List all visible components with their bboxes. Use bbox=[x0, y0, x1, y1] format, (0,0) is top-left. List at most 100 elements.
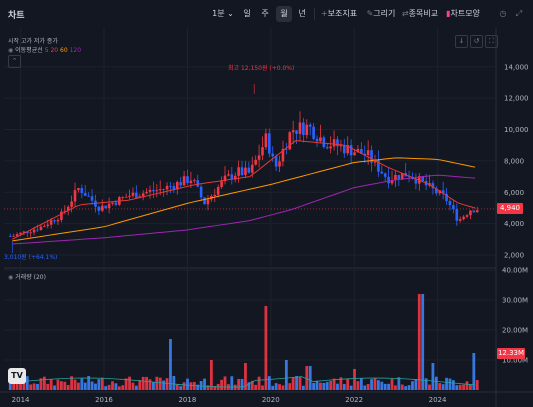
volume-bar bbox=[124, 378, 128, 390]
tab-month[interactable]: 월 bbox=[276, 6, 292, 22]
volume-bar bbox=[179, 386, 183, 390]
expand-icon[interactable]: ⤢ bbox=[515, 9, 523, 18]
candle-body bbox=[53, 220, 56, 222]
undo-icon[interactable]: ↺ bbox=[470, 35, 483, 48]
volume-bar bbox=[339, 377, 343, 390]
fullscreen-icon[interactable]: ⛶ bbox=[485, 35, 498, 48]
volume-bar bbox=[332, 378, 336, 390]
candle-body bbox=[397, 174, 401, 180]
candle-body bbox=[475, 210, 479, 213]
candle-body bbox=[322, 137, 326, 148]
volume-bar bbox=[356, 381, 360, 390]
volume-bar bbox=[189, 382, 193, 390]
volume-bar bbox=[373, 378, 377, 390]
volume-bar bbox=[141, 376, 145, 390]
volume-bar bbox=[376, 380, 380, 390]
candle-body bbox=[46, 224, 50, 227]
volume-bar bbox=[80, 378, 84, 390]
candle-body bbox=[366, 150, 370, 155]
candle-body bbox=[312, 126, 315, 139]
candle-body bbox=[19, 232, 22, 235]
volume-bar bbox=[131, 382, 135, 390]
interval-select[interactable]: 1분 ⌄ bbox=[212, 9, 234, 18]
volume-bar bbox=[267, 376, 271, 390]
volume-eye-icon[interactable]: ◉ bbox=[8, 274, 16, 281]
candle-body bbox=[148, 189, 152, 192]
volume-bar bbox=[383, 383, 387, 390]
candle-body bbox=[247, 167, 251, 173]
volume-bar bbox=[431, 363, 435, 390]
candle-body bbox=[29, 232, 33, 234]
volume-bar bbox=[148, 379, 152, 390]
volume-bar bbox=[346, 378, 350, 390]
candle-body bbox=[22, 231, 26, 233]
candle-body bbox=[346, 145, 350, 154]
candle-body bbox=[73, 190, 77, 202]
price-chart[interactable]: 2,000 4,000 6,000 8,000 10,000 12,000 14,000 10… bbox=[0, 28, 533, 407]
tab-day[interactable]: 일 bbox=[243, 9, 251, 18]
volume-bar bbox=[349, 385, 353, 390]
indicators-button[interactable]: +보조지표 bbox=[320, 9, 358, 18]
volume-bar bbox=[223, 376, 227, 390]
tab-year[interactable]: 년 bbox=[298, 9, 306, 18]
candle-body bbox=[124, 196, 128, 198]
volume-bar bbox=[295, 375, 298, 390]
candle-body bbox=[421, 176, 424, 182]
compare-button[interactable]: ⇄종목비교 bbox=[401, 9, 439, 18]
volume-bar bbox=[203, 378, 206, 390]
candle-body bbox=[90, 196, 94, 201]
volume-bar bbox=[97, 379, 101, 390]
candle-body bbox=[315, 138, 319, 142]
download-icon[interactable]: ↓ bbox=[455, 35, 468, 48]
candle-body bbox=[237, 167, 240, 176]
candle-body bbox=[158, 189, 162, 191]
candle-body bbox=[387, 176, 390, 184]
ma-value-120: 120 bbox=[69, 47, 82, 54]
candle-body bbox=[349, 145, 353, 156]
draw-button[interactable]: ✎그리기 bbox=[366, 9, 396, 18]
candle-body bbox=[193, 180, 196, 181]
price-tick-label: 14,000 bbox=[504, 63, 529, 71]
volume-bar bbox=[114, 383, 118, 390]
volume-bar bbox=[264, 306, 268, 390]
volume-bar bbox=[36, 383, 39, 390]
chart-style-button[interactable]: ▮차트모양 bbox=[446, 9, 480, 18]
candle-body bbox=[458, 219, 462, 221]
candle-body bbox=[25, 231, 29, 234]
volume-bar bbox=[342, 384, 346, 390]
ohlc-legend: 시작 고가 저가 종가 bbox=[8, 38, 58, 45]
tab-week[interactable]: 주 bbox=[261, 9, 269, 18]
candle-body bbox=[356, 148, 360, 153]
volume-bar bbox=[390, 378, 394, 390]
candle-body bbox=[233, 175, 237, 180]
tradingview-logo: TV bbox=[8, 368, 26, 384]
collapse-legend-button[interactable]: ⌃ bbox=[8, 55, 21, 68]
camera-icon[interactable]: ◷ bbox=[499, 9, 507, 18]
draw-icon: ✎ bbox=[366, 9, 374, 18]
candle-body bbox=[268, 133, 271, 154]
volume-bar bbox=[77, 382, 80, 390]
volume-bar bbox=[186, 378, 189, 390]
moving-averages bbox=[12, 83, 476, 254]
candle-body bbox=[182, 176, 186, 186]
volume-bar bbox=[247, 382, 251, 390]
low-annotation: 3,010원 (+64.1%) bbox=[4, 254, 58, 261]
candle-body bbox=[100, 205, 104, 211]
volume-bar bbox=[305, 366, 309, 390]
volume-bar bbox=[250, 380, 254, 390]
volume-bar bbox=[66, 385, 70, 390]
candle-body bbox=[465, 215, 469, 217]
volume-bar bbox=[32, 383, 36, 390]
volume-tick-label: 20.00M bbox=[502, 327, 528, 335]
volume-bar bbox=[182, 382, 186, 390]
volume-bar bbox=[22, 381, 26, 390]
axes: 2,000 4,000 6,000 8,000 10,000 12,000 14,000 10… bbox=[12, 63, 529, 404]
candle-body bbox=[111, 202, 114, 204]
candle-body bbox=[8, 236, 12, 238]
volume-bar bbox=[49, 379, 53, 390]
eye-icon[interactable]: ◉ bbox=[8, 47, 16, 54]
candle-body bbox=[278, 161, 281, 167]
candle-body bbox=[298, 122, 302, 134]
volume-bar bbox=[83, 382, 87, 390]
volume-bar bbox=[233, 384, 237, 390]
